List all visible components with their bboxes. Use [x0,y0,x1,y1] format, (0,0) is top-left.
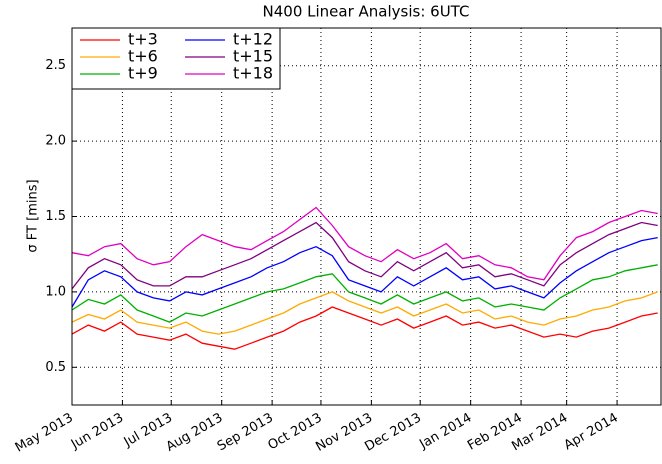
legend-label: t+15 [233,47,273,66]
x-tick-label: Aug 2013 [164,411,226,455]
series-line [71,306,658,350]
series-line [71,291,658,335]
y-axis-label: σ FT [mins] [26,179,41,252]
legend-label: t+6 [128,47,158,66]
chart-title: N400 Linear Analysis: 6UTC [263,3,470,21]
x-tick-label: Jun 2013 [68,411,126,453]
y-tick-label: 1.5 [45,209,66,224]
x-tick-label: Dec 2013 [362,411,424,455]
y-tick-label: 1.0 [45,284,66,299]
x-tick-label: Jan 2014 [416,411,474,453]
y-tick-label: 0.5 [45,360,66,375]
series-line [71,206,658,281]
x-tick-label: May 2013 [13,411,76,456]
legend-box [71,27,281,90]
legend-label: t+18 [233,64,273,83]
legend-label: t+12 [233,30,273,49]
plot-frame [71,27,662,406]
legend-label: t+3 [128,30,158,49]
series-line [71,264,658,323]
y-tick-label: 2.0 [45,134,66,149]
y-tick-label: 2.5 [45,58,66,73]
series-line [71,236,658,308]
x-tick-label: Apr 2014 [562,411,621,454]
series-line [71,221,658,290]
x-tick-label: Sep 2013 [215,411,276,455]
legend-label: t+9 [128,64,158,83]
